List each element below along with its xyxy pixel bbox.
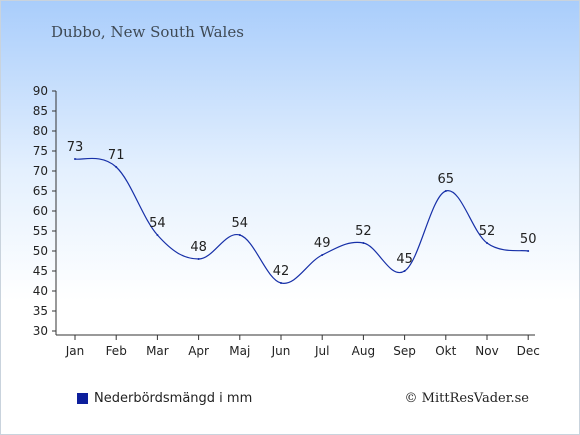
- x-tick-label: Okt: [435, 344, 456, 358]
- x-tick-label: Feb: [106, 344, 127, 358]
- data-label: 65: [438, 172, 455, 187]
- x-tick-label: Mar: [146, 344, 169, 358]
- y-tick-label: 70: [33, 164, 48, 178]
- data-point: [156, 234, 159, 236]
- data-point: [527, 250, 530, 252]
- data-point: [444, 190, 447, 192]
- data-label: 54: [232, 216, 249, 231]
- y-tick-label: 90: [33, 84, 48, 98]
- x-tick-label: Apr: [188, 344, 209, 358]
- data-point: [74, 158, 76, 160]
- x-tick-label: Maj: [229, 344, 250, 358]
- credit-text: © MittResVader.se: [404, 391, 529, 406]
- y-tick-label: 80: [33, 124, 48, 138]
- series-line: [74, 157, 529, 284]
- y-tick-label: 45: [33, 264, 48, 278]
- data-label: 49: [314, 236, 331, 251]
- data-point: [197, 258, 200, 260]
- data-label: 54: [149, 216, 166, 231]
- chart-title: Dubbo, New South Wales: [51, 23, 244, 41]
- data-point: [486, 242, 488, 244]
- data-label: 52: [479, 224, 496, 239]
- y-tick-label: 50: [33, 244, 48, 258]
- y-tick-label: 65: [33, 184, 48, 198]
- legend-label: Nederbördsmängd i mm: [94, 391, 253, 406]
- y-tick-label: 85: [33, 104, 48, 118]
- y-tick-label: 75: [33, 144, 48, 158]
- data-label: 50: [520, 232, 537, 247]
- legend: Nederbördsmängd i mm: [77, 391, 252, 406]
- data-point: [115, 166, 118, 168]
- data-point: [321, 254, 324, 256]
- data-label: 42: [273, 264, 290, 279]
- x-tick-label: Jan: [65, 344, 85, 358]
- legend-swatch: [77, 393, 88, 404]
- data-label: 73: [67, 140, 84, 155]
- data-point: [403, 270, 406, 272]
- data-point: [362, 242, 365, 244]
- data-label: 52: [355, 224, 372, 239]
- y-tick-label: 40: [33, 284, 48, 298]
- data-point: [238, 234, 241, 236]
- y-tick-label: 30: [33, 324, 48, 338]
- y-tick-label: 55: [33, 224, 48, 238]
- data-label: 48: [190, 240, 207, 255]
- data-point: [280, 282, 282, 284]
- y-tick-label: 60: [33, 204, 48, 218]
- x-tick-label: Jun: [271, 344, 291, 358]
- data-label: 45: [396, 252, 413, 267]
- y-tick-label: 35: [33, 304, 48, 318]
- x-tick-label: Aug: [352, 344, 375, 358]
- x-tick-label: Jul: [314, 344, 329, 358]
- x-tick-label: Dec: [517, 344, 540, 358]
- x-tick-label: Sep: [393, 344, 416, 358]
- x-tick-label: Nov: [475, 344, 498, 358]
- data-label: 71: [108, 148, 125, 163]
